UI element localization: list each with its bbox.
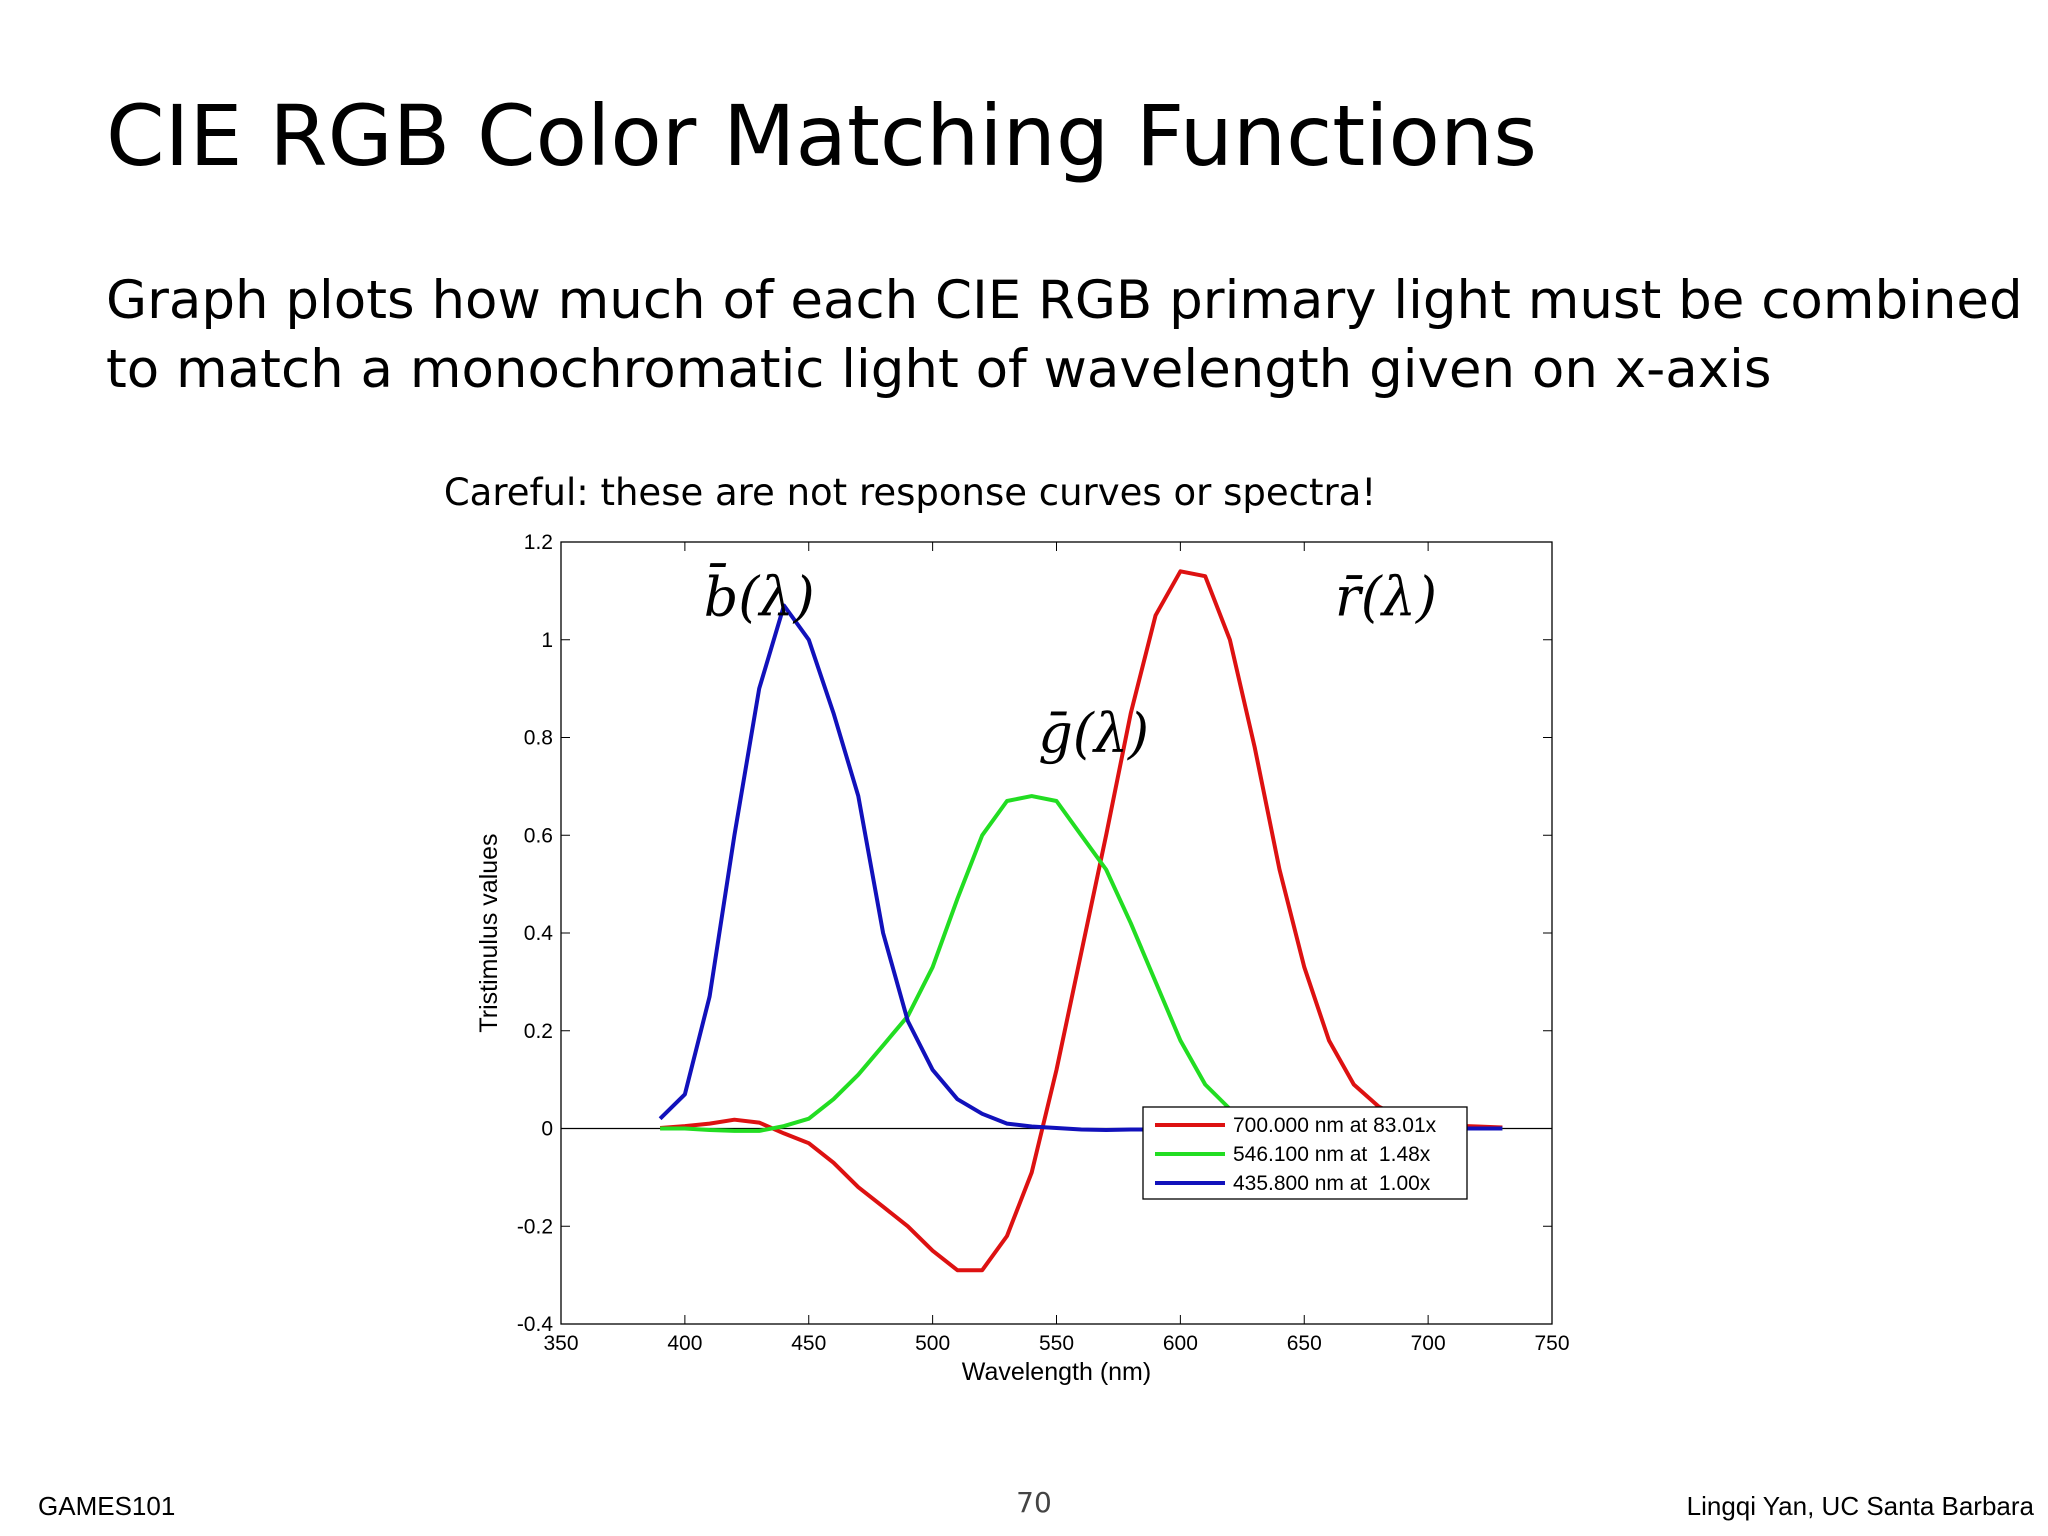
x-tick-label: 450 bbox=[791, 1332, 826, 1355]
y-tick-label: 0.2 bbox=[524, 1020, 553, 1043]
x-tick-label: 550 bbox=[1039, 1332, 1074, 1355]
y-tick-label: 0 bbox=[541, 1118, 553, 1141]
curve-annotation: ḡ(λ) bbox=[1038, 702, 1149, 765]
legend-label: 435.800 nm at 1.00x bbox=[1233, 1172, 1431, 1195]
curve-annotation: r̄(λ) bbox=[1335, 565, 1437, 628]
x-tick-label: 400 bbox=[667, 1332, 702, 1355]
caption: Careful: these are not response curves o… bbox=[444, 471, 1376, 514]
y-tick-label: 0.4 bbox=[524, 922, 554, 945]
y-tick-label: -0.2 bbox=[517, 1215, 553, 1238]
x-axis-label: Wavelength (nm) bbox=[962, 1358, 1151, 1386]
slide-title: CIE RGB Color Matching Functions bbox=[106, 87, 1537, 185]
y-tick-label: 1.2 bbox=[524, 531, 553, 554]
legend-label: 700.000 nm at 83.01x bbox=[1233, 1114, 1437, 1137]
curve-annotation: b̄(λ) bbox=[704, 563, 815, 629]
x-tick-label: 700 bbox=[1411, 1332, 1446, 1355]
body-line: Graph plots how much of each CIE RGB pri… bbox=[106, 270, 2023, 331]
page-number: 70 bbox=[1016, 1486, 1052, 1519]
series-line bbox=[659, 569, 1503, 1273]
x-tick-label: 350 bbox=[543, 1332, 578, 1355]
body-line: to match a monochromatic light of wavele… bbox=[106, 339, 1771, 400]
y-tick-label: 0.8 bbox=[524, 727, 553, 750]
x-tick-label: 650 bbox=[1287, 1332, 1322, 1355]
legend-label: 546.100 nm at 1.48x bbox=[1233, 1143, 1431, 1166]
y-tick-label: 1 bbox=[541, 629, 553, 652]
y-tick-label: 0.6 bbox=[524, 824, 553, 847]
y-axis-label: Tristimulus values bbox=[475, 833, 503, 1032]
x-tick-label: 600 bbox=[1163, 1332, 1198, 1355]
x-tick-label: 500 bbox=[915, 1332, 950, 1355]
y-tick-label: -0.4 bbox=[517, 1313, 554, 1336]
plot-area bbox=[560, 541, 1553, 1325]
footer-left: GAMES101 bbox=[38, 1491, 175, 1521]
x-tick-label: 750 bbox=[1534, 1332, 1569, 1355]
footer-right: Lingqi Yan, UC Santa Barbara bbox=[1687, 1491, 2035, 1521]
